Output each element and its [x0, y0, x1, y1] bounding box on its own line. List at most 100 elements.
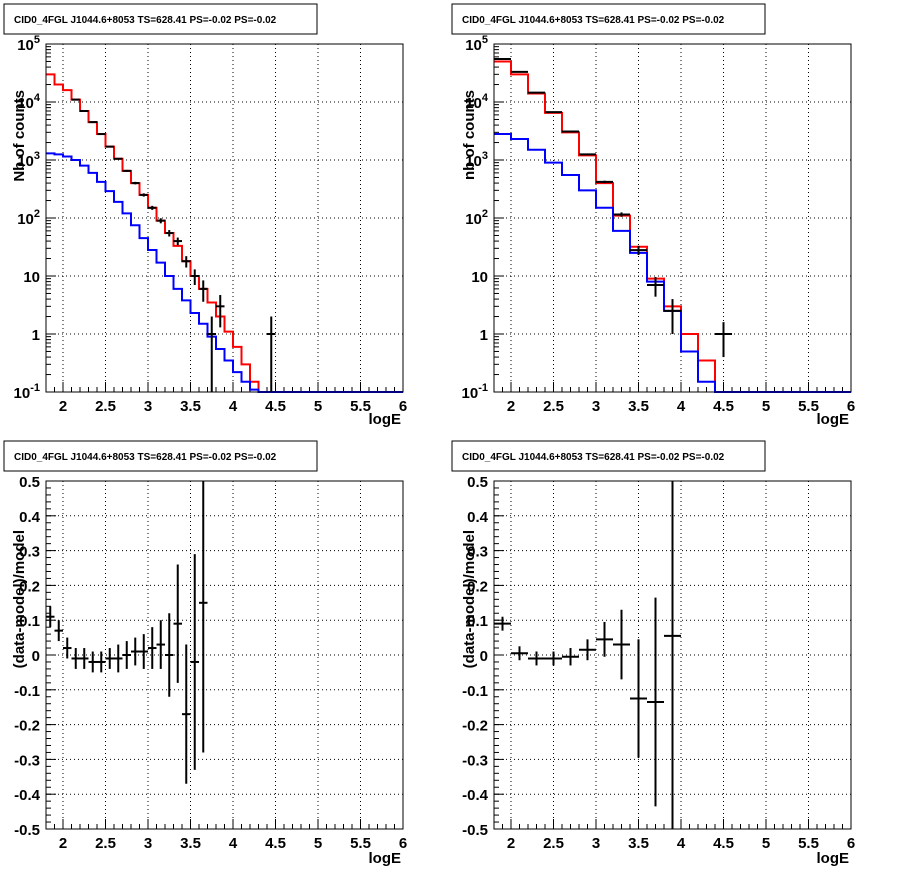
x-tick-label: 2 [59, 835, 67, 852]
y-tick-label: 102 [17, 208, 40, 228]
plot-panel-1: CID0_4FGL J1044.6+8053 TS=628.41 PS=-0.0… [4, 4, 407, 428]
y-tick-label: 105 [17, 34, 40, 54]
x-tick-label: 3 [592, 398, 600, 415]
y-tick-label: 0.4 [19, 509, 41, 526]
data-point [715, 322, 732, 357]
x-tick-label: 3.5 [180, 835, 201, 852]
y-axis-label: (data-model)/model [11, 530, 28, 668]
x-tick-label: 3 [144, 398, 152, 415]
data-point [106, 648, 115, 669]
plot-panel-3: CID0_4FGL J1044.6+8053 TS=628.41 PS=-0.0… [4, 441, 407, 867]
y-tick-label: 10-1 [14, 382, 40, 402]
y-tick-label: -0.4 [462, 787, 489, 804]
x-tick-label: 2.5 [543, 398, 564, 415]
x-axis-label: logE [369, 411, 402, 428]
data-point [528, 652, 545, 666]
data-point [511, 646, 528, 660]
plot-title: CID0_4FGL J1044.6+8053 TS=628.41 PS=-0.0… [14, 15, 277, 26]
series-line-1 [494, 61, 851, 392]
data-point [494, 617, 511, 631]
data-point [545, 112, 562, 113]
data-point [613, 610, 630, 680]
data-point [174, 238, 183, 246]
y-tick-label: -0.5 [14, 822, 40, 839]
plot-title: CID0_4FGL J1044.6+8053 TS=628.41 PS=-0.0… [462, 452, 725, 463]
data-points [46, 481, 208, 784]
series-line-1 [46, 74, 403, 392]
x-axis-label: logE [817, 411, 850, 428]
data-point [199, 481, 208, 752]
x-tick-label: 3.5 [628, 398, 649, 415]
y-tick-label: 105 [465, 34, 488, 54]
y-tick-label: 10 [471, 269, 488, 286]
x-tick-label: 4 [229, 398, 238, 415]
data-point [131, 182, 140, 185]
y-tick-label: 0 [480, 648, 488, 665]
y-tick-label: 102 [465, 208, 488, 228]
y-tick-label: -0.2 [14, 718, 40, 735]
y-tick-label: -0.1 [14, 683, 40, 700]
y-tick-label: 1 [480, 327, 488, 344]
y-tick-label: 0.4 [467, 509, 489, 526]
y-tick-label: -0.3 [14, 752, 40, 769]
y-tick-label: 10-1 [462, 382, 488, 402]
data-point [216, 295, 225, 327]
x-tick-label: 2.5 [95, 835, 116, 852]
y-tick-label: 10 [23, 269, 40, 286]
data-point [182, 645, 191, 784]
x-tick-label: 2.5 [95, 398, 116, 415]
grid [494, 44, 851, 392]
data-point [579, 154, 596, 155]
data-point [545, 652, 562, 666]
y-tick-label: -0.2 [462, 718, 488, 735]
data-point [562, 648, 579, 665]
data-point [131, 638, 140, 666]
data-point [140, 634, 149, 669]
x-axis-label: logE [817, 850, 850, 867]
data-point [208, 317, 217, 392]
data-point [191, 269, 200, 285]
y-tick-label: -0.5 [462, 822, 488, 839]
data-point [579, 639, 596, 660]
x-tick-label: 2 [507, 835, 515, 852]
y-tick-label: -0.1 [462, 683, 488, 700]
x-tick-label: 3 [592, 835, 600, 852]
grid [46, 44, 403, 392]
data-point [140, 193, 149, 196]
data-point [157, 218, 166, 223]
data-point [165, 230, 174, 236]
data-point [114, 645, 123, 673]
data-point [148, 206, 157, 210]
series-line-2 [46, 153, 403, 392]
y-tick-label: -0.3 [462, 752, 488, 769]
x-tick-label: 5 [762, 835, 770, 852]
x-tick-label: 4 [229, 835, 238, 852]
data-point [97, 134, 106, 135]
plot-frame [46, 44, 403, 392]
data-point [46, 606, 55, 627]
x-tick-label: 5 [762, 398, 770, 415]
data-point [55, 620, 64, 641]
x-tick-label: 4.5 [713, 835, 734, 852]
x-tick-label: 4 [677, 835, 686, 852]
series-line-2 [494, 134, 851, 392]
data-point [114, 158, 123, 160]
plot-title: CID0_4FGL J1044.6+8053 TS=628.41 PS=-0.0… [462, 15, 725, 26]
y-axis-label: (data-model)/model [461, 530, 478, 668]
y-tick-label: 0.5 [19, 474, 40, 491]
data-point [157, 620, 166, 669]
x-tick-label: 3.5 [180, 398, 201, 415]
x-tick-label: 4.5 [713, 398, 734, 415]
y-tick-label: 1 [32, 327, 40, 344]
data-point [647, 277, 664, 297]
x-tick-label: 4.5 [265, 835, 286, 852]
x-tick-label: 2 [59, 398, 67, 415]
grid [46, 481, 403, 829]
data-point [647, 598, 664, 807]
y-tick-label: 0 [32, 648, 40, 665]
data-point [630, 639, 647, 757]
data-point [267, 317, 276, 392]
data-point [596, 181, 613, 183]
data-point [664, 299, 681, 334]
